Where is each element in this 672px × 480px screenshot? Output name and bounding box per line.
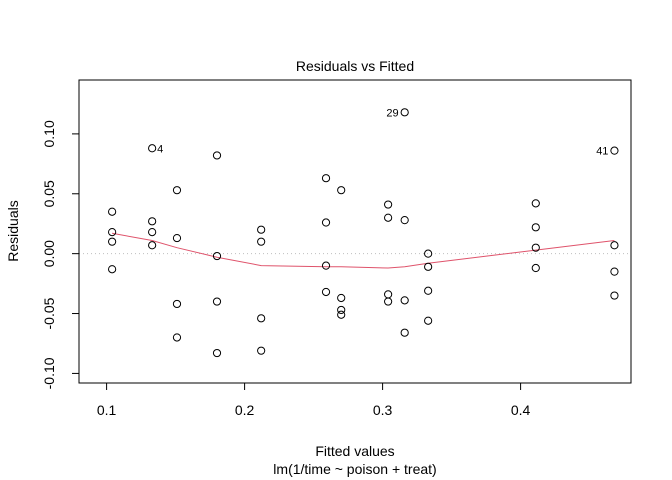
data-point xyxy=(400,328,409,337)
data-point xyxy=(148,144,157,153)
data-point xyxy=(531,223,540,232)
data-point xyxy=(384,290,393,299)
data-point xyxy=(212,251,222,261)
data-point xyxy=(257,225,266,234)
data-point xyxy=(212,348,222,358)
data-point xyxy=(321,218,331,227)
point-label: 29 xyxy=(386,107,398,119)
data-point xyxy=(321,174,331,183)
x-tick-label: 0.2 xyxy=(235,402,255,418)
data-point xyxy=(337,293,346,303)
data-point xyxy=(337,310,346,319)
x-tick-label: 0.1 xyxy=(97,402,117,418)
data-point xyxy=(400,108,409,117)
x-axis: 0.1 0.2 0.3 0.4 xyxy=(97,382,531,418)
data-point xyxy=(610,291,619,300)
data-point xyxy=(400,216,409,225)
data-point xyxy=(257,314,266,323)
data-point xyxy=(424,262,433,271)
data-point xyxy=(212,297,222,306)
y-axis-label: Residuals xyxy=(5,200,21,261)
data-point xyxy=(148,227,157,237)
data-point xyxy=(531,243,540,252)
data-point xyxy=(610,241,619,250)
data-point xyxy=(337,186,346,195)
chart-title: Residuals vs Fitted xyxy=(296,58,414,74)
data-point xyxy=(531,199,540,208)
data-point xyxy=(257,237,266,246)
x-tick-label: 0.3 xyxy=(373,402,393,418)
smooth-line-layer xyxy=(112,232,615,269)
data-point xyxy=(384,213,393,222)
y-tick-label: 0.00 xyxy=(41,240,57,267)
data-point xyxy=(400,296,409,305)
data-point xyxy=(321,287,331,297)
data-point xyxy=(172,333,182,342)
data-point xyxy=(337,305,346,315)
data-point xyxy=(108,227,117,237)
data-point xyxy=(424,286,433,295)
data-point xyxy=(610,146,619,155)
data-point xyxy=(212,151,222,160)
smooth-line xyxy=(112,232,615,269)
y-tick-label: -0.10 xyxy=(41,357,57,389)
point-label: 41 xyxy=(596,146,608,158)
data-point xyxy=(424,249,433,258)
data-point xyxy=(108,265,117,274)
point-label: 4 xyxy=(157,143,163,155)
data-point xyxy=(531,263,540,273)
y-tick-label: 0.10 xyxy=(41,120,57,147)
data-point xyxy=(172,186,182,195)
data-point xyxy=(384,297,393,306)
data-point xyxy=(424,316,433,325)
data-point xyxy=(257,346,266,355)
data-point xyxy=(148,241,157,250)
data-point xyxy=(148,217,157,226)
data-point xyxy=(172,233,182,243)
x-tick-label: 0.4 xyxy=(511,402,531,418)
data-point xyxy=(321,261,331,270)
data-point xyxy=(108,207,117,216)
data-point xyxy=(384,200,393,209)
x-axis-label: Fitted values xyxy=(315,443,394,459)
point-labels-layer: 4 29 41 xyxy=(157,107,608,157)
y-tick-label: 0.05 xyxy=(41,180,57,207)
y-axis: -0.10 -0.05 0.00 0.05 0.10 xyxy=(41,120,80,389)
x-axis-sublabel: lm(1/time ~ poison + treat) xyxy=(273,461,436,477)
y-tick-label: -0.05 xyxy=(41,297,57,329)
data-point xyxy=(108,237,117,246)
data-point xyxy=(610,267,619,276)
data-point xyxy=(172,299,182,309)
points-layer xyxy=(108,108,619,358)
plot-frame xyxy=(78,79,632,384)
